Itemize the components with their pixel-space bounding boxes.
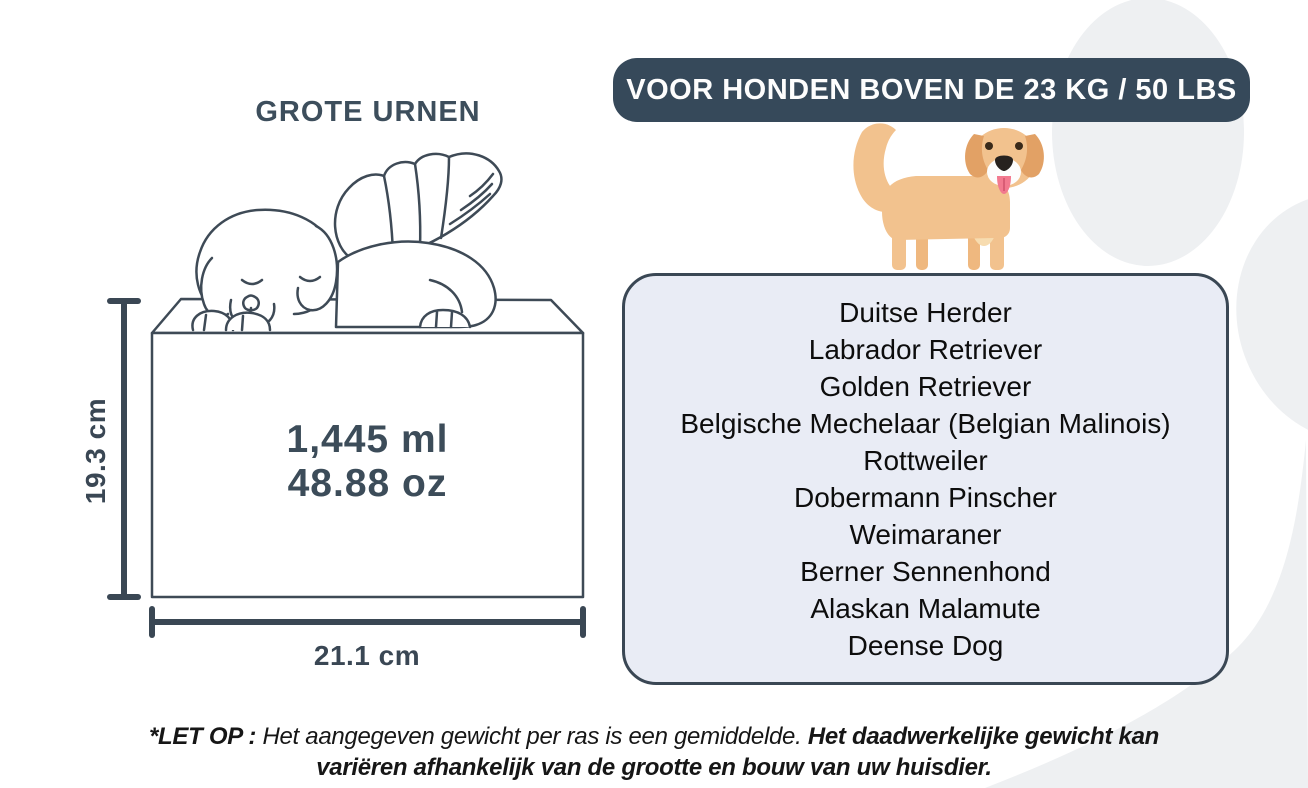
breed-list-item: Belgische Mechelaar (Belgian Malinois) — [680, 408, 1171, 439]
height-dimension-line — [107, 298, 141, 600]
disclaimer-normal-text: Het aangegeven gewicht per ras is een ge… — [262, 723, 802, 750]
disclaimer-prefix: *LET OP : — [149, 723, 257, 750]
page-title: GROTE URNEN — [255, 96, 481, 128]
width-dimension-line — [149, 606, 586, 638]
urn-volume: 1,445 ml 48.88 oz — [152, 418, 583, 506]
disclaimer-bold-text: Het daadwerkelijke gewicht kan variëren … — [316, 723, 1159, 781]
disclaimer-note: *LET OP : Het aangegeven gewicht per ras… — [134, 721, 1174, 783]
weight-category-label: VOOR HONDEN BOVEN DE 23 KG / 50 LBS — [626, 73, 1237, 106]
urn-volume-ml: 1,445 ml — [286, 418, 449, 461]
breed-list-panel: Duitse Herder Labrador Retriever Golden … — [622, 273, 1229, 685]
breed-list-item: Duitse Herder — [839, 297, 1012, 328]
weight-category-badge: VOOR HONDEN BOVEN DE 23 KG / 50 LBS — [613, 58, 1250, 122]
urn-volume-oz: 48.88 oz — [287, 462, 448, 505]
sleeping-dog-angel-wings-icon — [191, 152, 503, 332]
urn-width-label: 21.1 cm — [313, 640, 421, 671]
breed-list-item: Weimaraner — [849, 519, 1002, 550]
breed-list-item: Labrador Retriever — [808, 334, 1043, 365]
breed-list-item: Dobermann Pinscher — [793, 482, 1058, 513]
breed-list-item: Rottweiler — [863, 445, 988, 476]
breed-list-item: Berner Sennenhond — [800, 556, 1051, 587]
breed-list-item: Deense Dog — [847, 630, 1004, 661]
golden-retriever-icon — [853, 123, 1044, 270]
paw-toe-icon — [1236, 193, 1308, 443]
breed-list-item: Golden Retriever — [819, 371, 1032, 402]
paw-pad-icon — [985, 440, 1308, 788]
breed-list-item: Alaskan Malamute — [810, 593, 1041, 624]
urn-height-label: 19.3 cm — [80, 397, 111, 505]
